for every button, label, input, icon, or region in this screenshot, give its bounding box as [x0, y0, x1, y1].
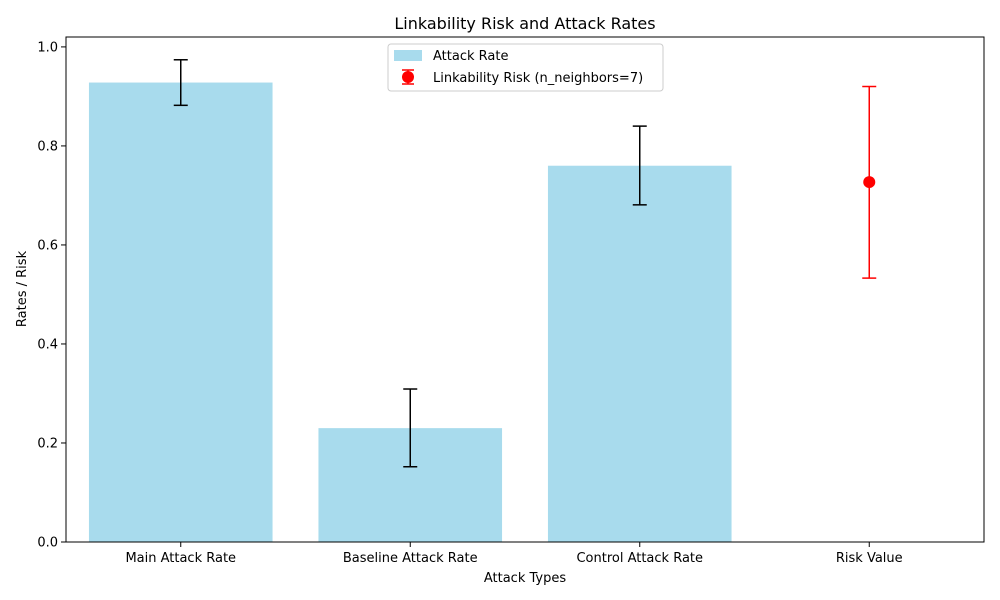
legend-risk-label: Linkability Risk (n_neighbors=7)	[433, 71, 643, 86]
risk-point	[863, 176, 876, 189]
chart-title: Linkability Risk and Attack Rates	[394, 14, 655, 33]
plot-frame	[65, 36, 985, 543]
bar-0	[88, 82, 273, 543]
legend: Attack Rate Linkability Risk (n_neighbor…	[387, 43, 664, 92]
y-tick-label-0: 0.0	[37, 536, 58, 551]
y-tick-label-5: 1.0	[37, 40, 58, 55]
legend-attack-rate-swatch	[394, 50, 422, 61]
y-tick-label-3: 0.6	[37, 238, 58, 253]
x-axis-label: Attack Types	[484, 571, 566, 586]
x-tick-label-0: Main Attack Rate	[125, 551, 236, 566]
legend-attack-rate-label: Attack Rate	[433, 49, 508, 64]
x-tick-label-1: Baseline Attack Rate	[343, 551, 478, 566]
y-tick-label-1: 0.2	[37, 436, 58, 451]
x-tick-label-2: Control Attack Rate	[576, 551, 703, 566]
y-axis-label: Rates / Risk	[15, 250, 30, 327]
y-tick-label-2: 0.4	[37, 337, 58, 352]
legend-risk-marker	[402, 71, 414, 83]
x-tick-label-3: Risk Value	[836, 551, 903, 566]
bar-2	[547, 165, 732, 542]
y-tick-label-4: 0.8	[37, 139, 58, 154]
legend-box	[387, 43, 664, 92]
